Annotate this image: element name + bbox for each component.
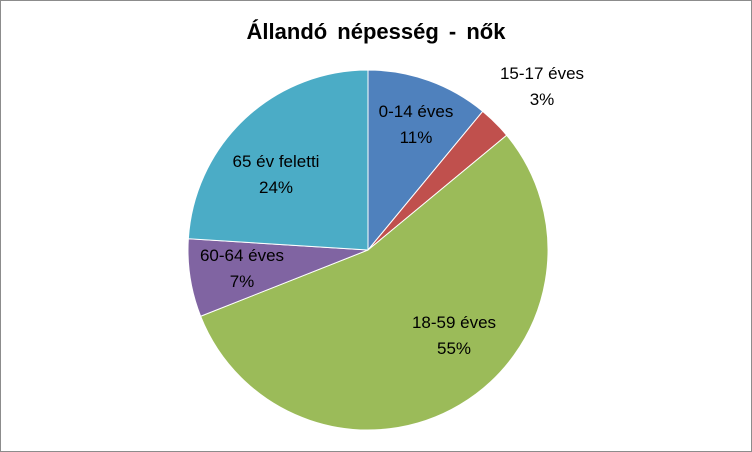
slice-percent-label: 3% [530, 90, 555, 109]
slice-category-label: 0-14 éves [379, 102, 454, 121]
slice-percent-label: 24% [259, 178, 293, 197]
chart-title: Állandó népesség - nők [246, 19, 506, 44]
slice-category-label: 15-17 éves [500, 64, 584, 83]
slice-percent-label: 55% [437, 339, 471, 358]
slice-category-label: 18-59 éves [412, 313, 496, 332]
pie-slice-18-59-éves [199, 134, 549, 431]
pie-slice-0-14-éves [367, 69, 484, 252]
slice-percent-label: 7% [230, 272, 255, 291]
slice-category-label: 60-64 éves [200, 246, 284, 265]
pie-slice-65-év-feletti [187, 69, 369, 251]
slice-percent-label: 11% [400, 128, 433, 147]
slice-category-label: 65 év feletti [233, 152, 320, 171]
